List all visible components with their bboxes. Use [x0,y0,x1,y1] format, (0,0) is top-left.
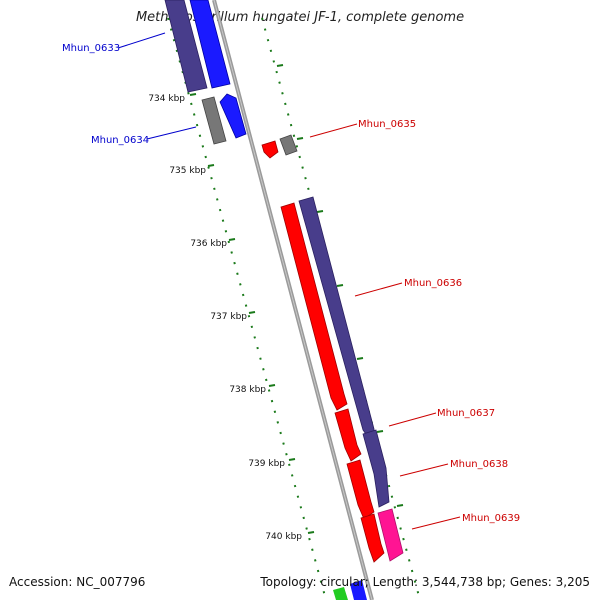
cds-partial-green [333,587,348,600]
gene-label-mhun-0633: Mhun_0633 [62,43,120,54]
gene-label-mhun-0634: Mhun_0634 [91,135,149,146]
cds-mhun-0633 [189,0,231,89]
accession-text: Accession: NC_007796 [9,575,146,589]
outer-tick-guide [261,17,421,600]
ruler-label-735: 735 kbp [169,166,206,176]
cds-mhun-0634 [219,93,247,139]
cds-mhun-0635-red [261,140,279,159]
genome-summary-text: Topology: circular; Length: 3,544,738 bp… [260,575,590,589]
gene-label-mhun-0638: Mhun_0638 [450,459,508,470]
major-ticks-inner [189,93,315,534]
gene-label-mhun-0639: Mhun_0639 [462,513,520,524]
cds-mhun-0638 [346,459,375,520]
ruler-label-738: 738 kbp [229,385,266,395]
gene-label-mhun-0635: Mhun_0635 [358,119,416,130]
cds-mhun-0636-red [280,202,348,411]
cds-mhun-0635 [279,134,298,156]
cds-partial-blue [350,580,367,600]
ruler-label-740: 740 kbp [265,532,302,542]
gene-label-mhun-0637: Mhun_0637 [437,408,495,419]
cds-mhun-0633-gray-block [164,0,208,93]
ruler-label-737: 737 kbp [210,312,247,322]
label-leaders [117,32,461,530]
cds-mhun-0639-red [360,513,385,563]
inner-tick-guide [167,17,327,600]
ruler-label-734: 734 kbp [148,94,185,104]
genome-backbone-highlight [213,0,373,600]
ruler-label-736: 736 kbp [190,239,227,249]
cds-mhun-0637-navy [362,429,390,508]
major-ticks-outer [276,64,404,507]
ruler-label-739: 739 kbp [248,459,285,469]
cds-mhun-0639 [377,508,404,562]
gene-label-mhun-0636: Mhun_0636 [404,278,462,289]
cds-mhun-0637 [334,408,362,462]
cds-mhun-0634-gray [201,96,227,145]
